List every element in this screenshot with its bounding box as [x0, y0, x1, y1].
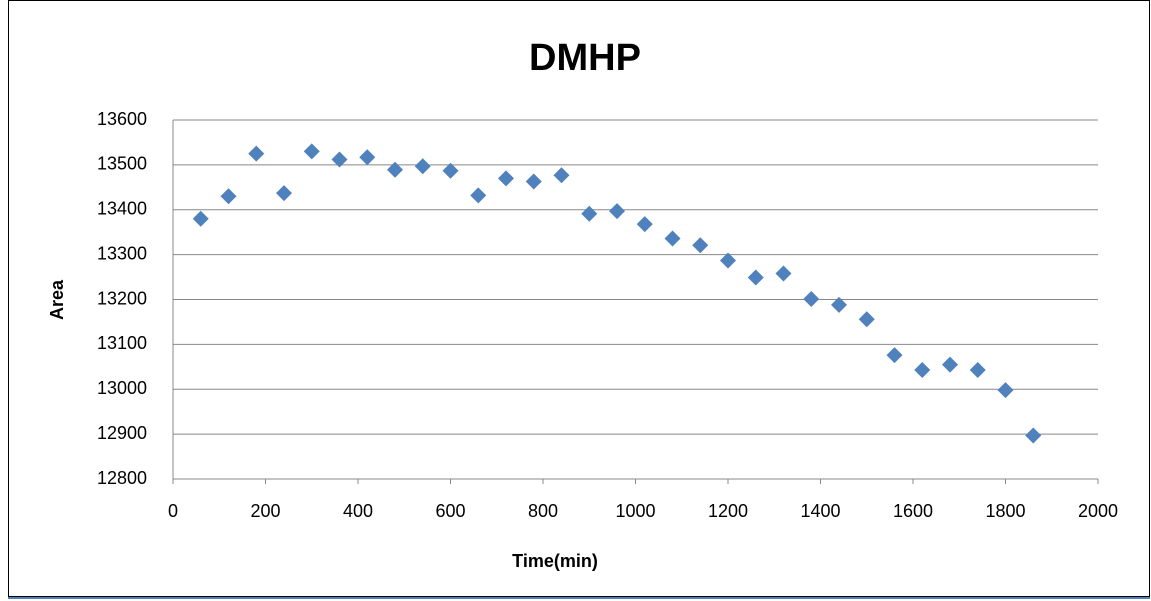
chart-title: DMHP	[529, 37, 641, 79]
data-point	[1025, 427, 1042, 444]
data-point	[470, 187, 487, 204]
data-point	[942, 356, 958, 373]
x-tick-label: 1600	[893, 501, 933, 521]
data-point	[220, 188, 237, 205]
x-tick-label: 600	[435, 501, 465, 521]
y-tick-label: 13400	[97, 199, 147, 219]
x-tick-label: 1800	[985, 501, 1025, 521]
y-tick-label: 13600	[97, 109, 147, 129]
data-point	[858, 311, 875, 328]
data-point	[636, 216, 653, 233]
data-point	[359, 149, 376, 166]
y-tick-label: 13000	[97, 378, 147, 398]
data-point	[442, 162, 459, 179]
x-tick-label: 800	[528, 501, 558, 521]
data-point	[997, 382, 1014, 399]
data-point	[581, 205, 598, 222]
data-point	[303, 143, 320, 160]
y-tick-label: 12800	[97, 468, 147, 488]
y-tick-label: 12900	[97, 423, 147, 443]
data-point	[276, 185, 292, 202]
data-point	[387, 161, 403, 178]
data-point	[553, 167, 570, 184]
data-point	[692, 237, 709, 254]
data-point	[914, 361, 931, 378]
data-point	[831, 296, 847, 313]
x-tick-label: 1400	[800, 501, 840, 521]
data-point	[525, 173, 542, 190]
x-tick-label: 0	[168, 501, 178, 521]
x-tick-label: 1200	[708, 501, 748, 521]
data-point	[192, 210, 209, 227]
y-axis-label: Area	[47, 279, 67, 320]
data-point	[720, 252, 736, 269]
y-tick-label: 13100	[97, 333, 147, 353]
x-tick-label: 1000	[615, 501, 655, 521]
data-point	[886, 347, 903, 364]
y-tick-label: 13500	[97, 154, 147, 174]
data-point	[775, 265, 792, 282]
data-point	[609, 203, 625, 220]
chart-frame	[8, 0, 1150, 597]
data-point	[331, 151, 348, 168]
data-point	[969, 361, 986, 378]
x-tick-label: 200	[250, 501, 280, 521]
data-point	[664, 230, 681, 247]
data-point	[414, 158, 431, 175]
x-tick-label: 400	[343, 501, 373, 521]
data-point	[498, 170, 514, 187]
data-point	[803, 291, 820, 308]
y-tick-label: 13200	[97, 288, 147, 308]
x-axis-label: Time(min)	[512, 551, 598, 571]
data-point	[248, 145, 265, 162]
data-point	[747, 269, 764, 286]
x-tick-label: 2000	[1078, 501, 1118, 521]
y-tick-label: 13300	[97, 243, 147, 263]
